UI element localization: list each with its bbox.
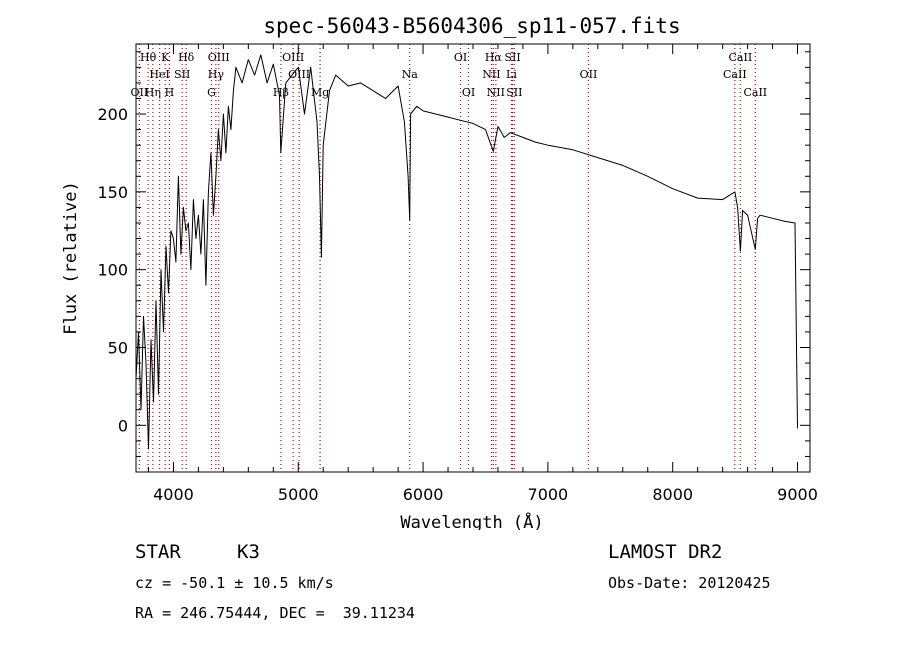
spectral-line-label: HeI [149, 68, 169, 81]
spectral-line-label: Hα [485, 51, 503, 64]
spectral-line-label: NII [482, 68, 500, 81]
spectrum-series [135, 54, 798, 450]
spectral-line-label: OIII [282, 51, 304, 64]
x-tick-label: 7000 [528, 485, 569, 504]
y-tick-label: 50 [108, 338, 128, 357]
spectral-line-label: Hδ [178, 51, 195, 64]
spectral-line-markers [138, 44, 756, 472]
plot-frame [135, 43, 811, 473]
spectral-line-label: Na [402, 68, 419, 81]
y-tick-label: 100 [97, 261, 128, 280]
spectral-line-label: G [207, 86, 216, 99]
spectral-line-label: Hη [145, 86, 161, 99]
spectral-line-label: NII [487, 86, 505, 99]
spectrum-line [135, 54, 798, 450]
y-axis-ticks: 0 50 100 150 200 [97, 51, 810, 457]
redshift-text: cz = -50.1 ± 10.5 km/s [135, 574, 334, 592]
spectral-line-label: Hθ [140, 51, 157, 64]
spectral-line-label: H [165, 86, 175, 99]
y-tick-label: 0 [118, 416, 128, 435]
spectral-line-label: CaII [723, 68, 747, 81]
x-tick-label: 8000 [652, 485, 693, 504]
x-tick-label: 6000 [403, 485, 444, 504]
spectral-line-label: SII [174, 68, 190, 81]
chart-title: spec-56043-B5604306_sp11-057.fits [263, 14, 680, 38]
spectral-line-label: CaII [743, 86, 767, 99]
spectral-line-label: K [161, 51, 170, 64]
spectral-line-label: Hγ [208, 68, 225, 81]
spectral-subclass: K3 [237, 541, 260, 563]
spectral-line-label: Li [506, 68, 517, 81]
x-axis-ticks: 4000 5000 6000 7000 8000 9000 [147, 44, 818, 504]
spectral-line-label: Hβ [273, 86, 289, 99]
spectral-line-label: OII [131, 86, 149, 99]
observation-date: Obs-Date: 20120425 [608, 574, 771, 592]
spectral-line-label: Mg [311, 86, 329, 99]
survey-name: LAMOST DR2 [608, 541, 723, 563]
coordinates-text: RA = 246.75444, DEC = 39.11234 [135, 604, 415, 622]
y-axis-label: Flux (relative) [61, 181, 81, 335]
spectrum-chart: spec-56043-B5604306_sp11-057.fits Hθ K Hδ O… [61, 14, 818, 530]
spectral-line-label: OII [580, 68, 598, 81]
spectral-line-label: CaII [729, 51, 753, 64]
y-tick-label: 150 [97, 183, 128, 202]
spectral-line-label: SII [506, 86, 522, 99]
y-tick-label: 200 [97, 105, 128, 124]
spectral-line-label: OI [454, 51, 467, 64]
x-tick-label: 9000 [777, 485, 818, 504]
spectral-line-label: SII [504, 51, 520, 64]
x-tick-label: 5000 [278, 485, 319, 504]
spectral-line-label: OI [462, 86, 475, 99]
x-tick-label: 4000 [153, 485, 194, 504]
x-axis-label: Wavelength (Å) [400, 511, 543, 530]
spectral-line-label: OIII [208, 51, 230, 64]
object-class: STAR [135, 541, 181, 563]
